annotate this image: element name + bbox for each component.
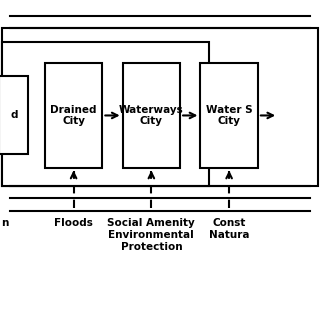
Bar [0,76,28,154]
Text: Water S
City: Water S City [206,105,252,126]
Text: n: n [1,218,8,228]
Bar [123,63,180,168]
Text: Waterways
City: Waterways City [119,105,184,126]
Bar [200,63,258,168]
FancyBboxPatch shape [2,28,318,186]
Text: Floods: Floods [54,218,93,228]
FancyBboxPatch shape [2,42,209,186]
Text: Drained
City: Drained City [50,105,97,126]
Text: d: d [11,109,18,120]
Text: Social Amenity
Environmental
Protection: Social Amenity Environmental Protection [108,218,195,252]
Bar [45,63,102,168]
Text: Const
Natura: Const Natura [209,218,249,240]
